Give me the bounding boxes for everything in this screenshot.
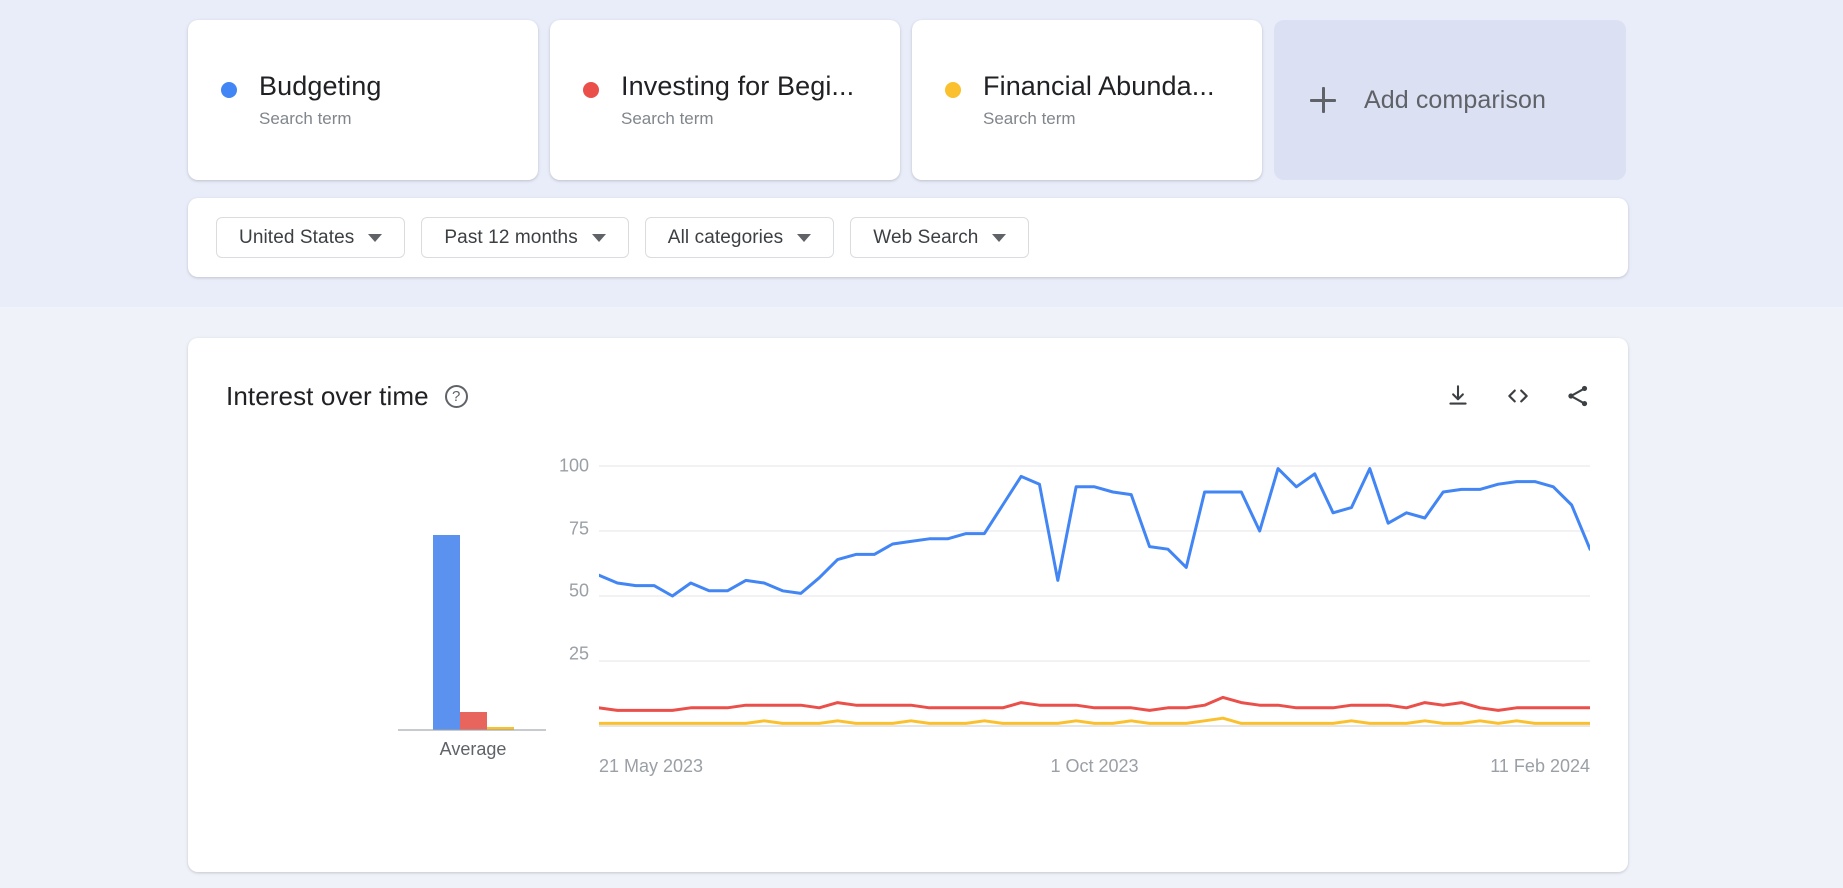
x-axis-labels: 21 May 2023 1 Oct 2023 11 Feb 2024	[599, 756, 1590, 786]
x-axis-tick: 1 Oct 2023	[1050, 756, 1139, 776]
help-icon[interactable]: ?	[444, 384, 468, 408]
series-line[interactable]	[599, 718, 1590, 723]
comparison-terms-row: Budgeting Search term Investing for Begi…	[188, 20, 1628, 180]
average-bar[interactable]	[486, 727, 514, 730]
term-title: Investing for Begi...	[621, 71, 855, 101]
chart-title: Interest over time	[226, 380, 429, 411]
series-color-dot-red	[583, 82, 599, 98]
interest-over-time-card: Interest over time ?	[188, 338, 1628, 872]
term-subtitle: Search term	[983, 109, 1076, 128]
filter-searchtype-dropdown[interactable]: Web Search	[850, 217, 1030, 258]
filter-category-dropdown[interactable]: All categories	[644, 217, 835, 258]
y-axis-tick: 75	[568, 518, 589, 538]
series-line[interactable]	[599, 469, 1590, 596]
y-axis-tick: 25	[568, 643, 589, 663]
term-title: Budgeting	[259, 71, 382, 101]
average-bar[interactable]	[432, 535, 460, 730]
line-chart-svg-wrap[interactable]	[599, 456, 1590, 786]
series-color-dot-blue	[221, 82, 237, 98]
filter-timerange-label: Past 12 months	[444, 226, 578, 248]
chevron-down-icon	[591, 233, 606, 242]
average-panel: Average	[398, 456, 548, 759]
y-axis-tick: 100	[558, 455, 589, 476]
chart-header: Interest over time ?	[226, 376, 1592, 416]
average-bars[interactable]	[398, 470, 548, 730]
average-label: Average	[439, 739, 507, 759]
series-color-dot-yellow	[945, 82, 961, 98]
x-axis-tick: 11 Feb 2024	[1490, 756, 1590, 776]
embed-code-icon[interactable]	[1504, 382, 1532, 410]
filter-location-dropdown[interactable]: United States	[216, 217, 406, 258]
plus-icon	[1310, 87, 1336, 113]
chevron-down-icon	[992, 233, 1007, 242]
filter-location-label: United States	[239, 226, 355, 248]
term-subtitle: Search term	[621, 109, 714, 128]
add-comparison-label: Add comparison	[1364, 85, 1547, 114]
line-chart-panel: 100 75 50 25 21 May 2023 1 Oct 2023 11 Feb 20…	[543, 456, 1590, 786]
term-card-budgeting[interactable]: Budgeting Search term	[188, 20, 538, 180]
x-axis-tick: 21 May 2023	[599, 756, 704, 776]
term-card-investing-for-beginners[interactable]: Investing for Begi... Search term	[550, 20, 900, 180]
average-baseline	[398, 729, 546, 731]
chevron-down-icon	[797, 233, 812, 242]
chart-actions	[1444, 382, 1592, 410]
download-icon[interactable]	[1444, 382, 1472, 410]
filter-searchtype-label: Web Search	[873, 226, 979, 248]
line-chart-svg[interactable]	[599, 456, 1590, 766]
term-title: Financial Abunda...	[983, 71, 1215, 101]
y-axis-tick: 50	[568, 580, 589, 601]
add-comparison-button[interactable]: Add comparison	[1274, 20, 1626, 180]
filter-timerange-dropdown[interactable]: Past 12 months	[421, 217, 629, 258]
term-card-financial-abundance[interactable]: Financial Abunda... Search term	[912, 20, 1262, 180]
filter-category-label: All categories	[667, 226, 784, 248]
filter-bar: United States Past 12 months All categor…	[188, 198, 1628, 277]
term-subtitle: Search term	[259, 109, 352, 128]
y-axis-labels: 100 75 50 25	[543, 456, 589, 756]
series-line[interactable]	[599, 697, 1590, 710]
plot-area: Average 100 75 50 25 21 May 2023 1 Oct 2023 1…	[188, 456, 1628, 836]
average-bar[interactable]	[459, 711, 487, 730]
chevron-down-icon	[368, 233, 383, 242]
share-icon[interactable]	[1564, 382, 1592, 410]
